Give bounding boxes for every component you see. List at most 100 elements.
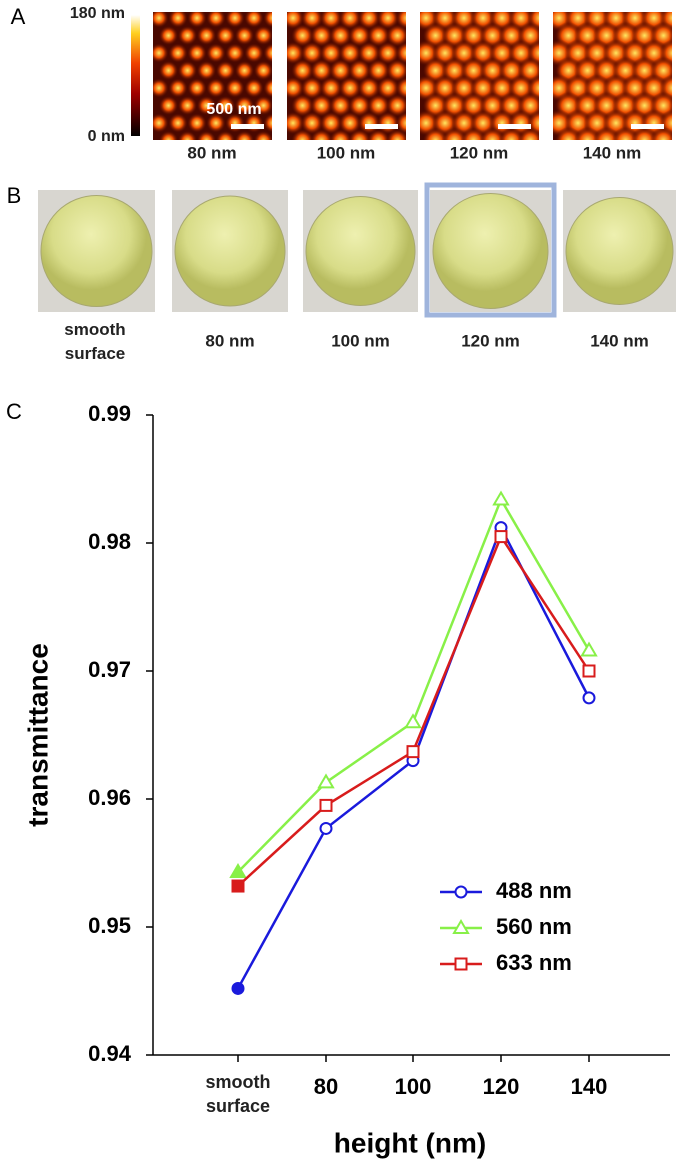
- afm-dot: [177, 25, 198, 46]
- marker: [494, 530, 508, 544]
- afm-dot: [287, 76, 305, 100]
- afm-dot: [367, 129, 390, 140]
- scale-bar: [631, 124, 664, 129]
- afm-dot: [338, 41, 362, 65]
- marker: [404, 713, 422, 729]
- afm-dot: [422, 127, 449, 140]
- afm-dot: [338, 12, 362, 30]
- marker: [454, 957, 468, 971]
- colorbar-max: 180 nm: [70, 5, 125, 22]
- afm-dot: [405, 31, 406, 40]
- afm-dot: [215, 25, 236, 46]
- dish: [565, 197, 674, 305]
- afm-dot: [287, 111, 305, 135]
- afm-dot: [329, 24, 352, 47]
- afm-dot: [158, 130, 179, 140]
- afm-dot: [158, 25, 179, 46]
- afm-dot: [291, 94, 314, 117]
- afm-dot: [187, 43, 207, 63]
- afm-dot: [168, 12, 188, 28]
- afm-dot: [253, 130, 272, 140]
- afm-dot: [196, 130, 217, 140]
- afm-dot: [386, 59, 406, 82]
- afm-dot: [196, 95, 217, 116]
- afm-dot: [395, 76, 406, 100]
- afm-dot: [225, 12, 245, 28]
- caption: 140 nm: [583, 143, 642, 162]
- afm-dot: [291, 59, 314, 82]
- afm-dot: [177, 60, 198, 81]
- afm-dot: [386, 129, 406, 140]
- afm-dot: [405, 136, 406, 140]
- afm-dot: [153, 43, 169, 63]
- afm-dot: [225, 78, 245, 98]
- x-axis-label: height (nm): [334, 1127, 486, 1158]
- caption: 140 nm: [590, 331, 649, 350]
- afm-dot: [357, 41, 381, 65]
- marker: [406, 745, 420, 759]
- y-tick-label: 0.98: [88, 529, 131, 554]
- caption: 100 nm: [317, 143, 376, 162]
- y-tick-label: 0.97: [88, 657, 131, 682]
- marker: [580, 641, 598, 657]
- y-tick-label: 0.99: [88, 401, 131, 426]
- afm-dot: [319, 41, 343, 65]
- afm-dot: [300, 41, 324, 65]
- afm-dot: [329, 59, 352, 82]
- afm-dot: [206, 113, 226, 133]
- afm-dot: [234, 60, 255, 81]
- afm-dot: [177, 130, 198, 140]
- afm-dot: [168, 113, 188, 133]
- afm-dot: [536, 98, 539, 113]
- afm-dot: [376, 76, 400, 100]
- afm-dot: [517, 127, 539, 140]
- afm-dot: [460, 127, 487, 140]
- afm-dot: [263, 113, 272, 133]
- afm-dot: [367, 59, 390, 82]
- afm-dot: [234, 130, 255, 140]
- afm-dot: [244, 12, 264, 28]
- colorbar-min: 0 nm: [88, 128, 125, 145]
- legend-label: 488 nm: [496, 878, 572, 903]
- afm-dot: [158, 95, 179, 116]
- afm-dot: [287, 41, 305, 65]
- dish: [40, 195, 153, 307]
- afm-dot: [310, 129, 333, 140]
- afm-dot: [329, 94, 352, 117]
- legend-label: 633 nm: [496, 950, 572, 975]
- afm-dot: [338, 111, 362, 135]
- y-axis-label: transmittance: [22, 643, 53, 827]
- dish: [432, 193, 549, 309]
- caption: 80 nm: [205, 331, 254, 350]
- colorbar: [131, 15, 140, 136]
- series-line: [237, 533, 591, 887]
- afm-dot: [215, 130, 236, 140]
- afm-dot: [234, 25, 255, 46]
- x-tick-label: 80: [314, 1074, 338, 1099]
- afm-dot: [158, 60, 179, 81]
- afm-image: [553, 12, 672, 140]
- afm-dot: [668, 131, 672, 140]
- afm-image: [420, 12, 539, 140]
- x-tick-label: 100: [395, 1074, 432, 1099]
- caption: smooth surface: [64, 320, 126, 363]
- afm-dot: [367, 24, 390, 47]
- highlight: [424, 182, 557, 318]
- afm-dot: [319, 76, 343, 100]
- legend-label: 560 nm: [496, 914, 572, 939]
- afm-dot: [187, 12, 207, 28]
- afm-dot: [291, 129, 314, 140]
- afm-dot: [253, 25, 272, 46]
- afm-dot: [348, 59, 371, 82]
- afm-dot: [300, 76, 324, 100]
- afm-dot: [357, 12, 381, 30]
- panel-label: B: [7, 183, 22, 208]
- afm-dot: [536, 63, 539, 78]
- afm-dot: [310, 94, 333, 117]
- afm-dot: [253, 60, 272, 81]
- y-tick-label: 0.94: [88, 1041, 132, 1066]
- afm-dot: [498, 127, 525, 140]
- afm-dot: [357, 76, 381, 100]
